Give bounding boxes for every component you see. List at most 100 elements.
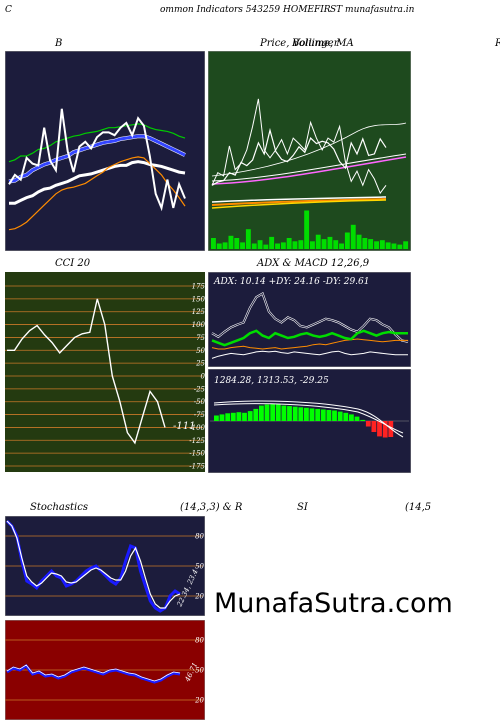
cci-tick-label: -75	[194, 411, 205, 419]
adx-readout: ADX: 10.14 +DY: 24.16 -DY: 29.61	[213, 277, 370, 287]
volume-bar	[298, 240, 304, 249]
price-ma-white-3	[211, 196, 387, 203]
header-center: ommon Indicators 543259 HOMEFIR	[160, 5, 331, 15]
bollinger-background	[5, 51, 205, 251]
bollinger-ma-line	[8, 156, 186, 231]
watermark: MunafaSutra.com	[214, 588, 453, 619]
cci-tick-label: -25	[194, 385, 205, 393]
rsi-tick-label: 20	[194, 697, 204, 705]
volume-bar	[344, 232, 350, 249]
cci-tick-label: 100	[192, 321, 205, 329]
macd-panel: 1284.28, 1313.53, -29.25	[208, 369, 411, 473]
title-si: SI	[297, 502, 308, 513]
cci-tick-label: 0	[201, 373, 205, 381]
volume-bar	[234, 238, 240, 249]
volume-bar	[374, 241, 379, 249]
cci-tick-label: -100	[189, 424, 205, 432]
title-r: R	[495, 38, 500, 49]
macd-histogram-bar	[326, 410, 332, 421]
title-bollinger-overlap: Bollinger	[292, 38, 339, 49]
volume-bar	[356, 234, 362, 249]
rsi-line	[6, 664, 181, 684]
volume-bar	[397, 244, 403, 249]
cci-tick-label: 25	[195, 360, 205, 368]
macd-histogram-bar	[214, 415, 219, 421]
price-close-line-2	[211, 98, 387, 195]
cci-tick-label: -175	[189, 463, 205, 471]
price-panel	[208, 51, 411, 251]
volume-bar	[228, 235, 234, 249]
volume-bar	[211, 238, 216, 249]
cci-value-label: -111	[173, 421, 195, 432]
macd-histogram-bar	[287, 406, 292, 421]
rsi-line-white	[6, 664, 181, 682]
volume-bar	[269, 236, 275, 249]
title-adx-macd: ADX & MACD 12,26,9	[257, 258, 370, 269]
macd-histogram-bar	[298, 407, 304, 422]
price-background	[208, 51, 411, 251]
volume-bar	[240, 242, 245, 249]
rsi-tick-label: 50	[195, 667, 204, 675]
macd-histogram-bar	[304, 407, 309, 421]
price-ma-orange	[211, 198, 387, 206]
macd-histogram-bar	[242, 412, 247, 422]
title-si-params: (14,5	[405, 502, 432, 513]
macd-histogram-bar	[292, 406, 298, 421]
title-b: B	[55, 38, 63, 49]
stochastics-d-line	[6, 520, 181, 609]
bollinger-panel	[5, 51, 205, 251]
volume-bar	[333, 240, 339, 249]
volume-bar	[339, 243, 344, 249]
cci-tick-label: -150	[189, 450, 205, 458]
bollinger-lower-band	[9, 160, 186, 205]
title-stochastics: Stochastics	[30, 502, 88, 513]
macd-histogram-bar	[225, 413, 231, 421]
bollinger-upper-band	[8, 123, 186, 163]
adx-plus-dy-inner	[211, 292, 409, 343]
volume-bar	[385, 242, 391, 249]
volume-bar	[391, 243, 397, 249]
stochastics-tick-label: 20	[194, 593, 204, 601]
macd-histogram-bar	[332, 410, 337, 421]
macd-histogram-bar	[281, 405, 287, 421]
macd-histogram-bar	[264, 404, 270, 421]
cci-tick-label: 150	[192, 295, 205, 303]
adx-minus-dy-line	[211, 350, 408, 359]
cci-tick-label: 125	[192, 308, 205, 316]
stochastics-tick-label: 50	[195, 563, 204, 571]
bollinger-middle-band	[8, 134, 186, 183]
cci-tick-label: -125	[189, 437, 205, 445]
macd-histogram-bar	[371, 421, 377, 432]
rsi-tick-label: 80	[195, 637, 204, 645]
volume-bar	[275, 243, 280, 249]
price-ma-white-1	[211, 153, 407, 182]
macd-histogram-bar	[270, 404, 276, 422]
volume-bar	[216, 243, 222, 249]
cci-line	[7, 298, 166, 445]
title-stoch-params: (14,3,3) & R	[180, 502, 243, 513]
volume-bar	[251, 243, 257, 249]
volume-bar	[379, 240, 385, 249]
macd-histogram-bar	[343, 412, 349, 422]
volume-bar	[222, 242, 228, 249]
macd-readout: 1284.28, 1313.53, -29.25	[214, 376, 329, 386]
header-right: ST munafasutra.in	[330, 5, 415, 15]
title-price: Price, Volume, MA	[260, 38, 354, 49]
macd-histogram-bar	[230, 412, 236, 422]
macd-histogram-bar	[382, 421, 388, 438]
cci-panel: 175 150 125 100 75 50 25 0 -25 -50 -75 -100 -125 -150…	[5, 272, 205, 472]
bollinger-close-line	[8, 108, 186, 212]
macd-histogram-bar	[247, 411, 253, 421]
macd-histogram-bar	[337, 411, 343, 421]
macd-histogram-bar	[349, 414, 354, 421]
volume-bar	[257, 240, 263, 249]
volume-bar	[245, 229, 251, 249]
volume-bar	[362, 238, 368, 249]
volume-bar	[327, 236, 333, 249]
price-ma-yellow	[211, 199, 387, 209]
adx-panel: ADX: 10.14 +DY: 24.16 -DY: 29.61	[208, 272, 411, 367]
volume-bar	[321, 239, 327, 249]
cci-tick-label: -50	[194, 398, 205, 406]
cci-tick-label: 50	[196, 347, 205, 355]
